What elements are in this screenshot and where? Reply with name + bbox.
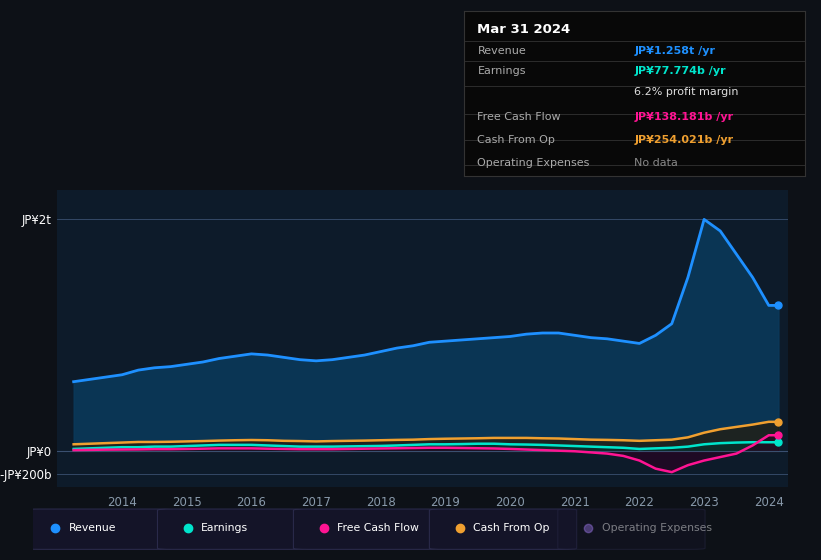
- Text: No data: No data: [635, 158, 678, 168]
- Text: 6.2% profit margin: 6.2% profit margin: [635, 87, 739, 97]
- Text: Free Cash Flow: Free Cash Flow: [478, 112, 561, 122]
- FancyBboxPatch shape: [25, 509, 172, 549]
- FancyBboxPatch shape: [429, 509, 576, 549]
- Text: Earnings: Earnings: [201, 523, 249, 533]
- Text: Cash From Op: Cash From Op: [473, 523, 550, 533]
- Text: Cash From Op: Cash From Op: [478, 135, 555, 145]
- Text: JP¥138.181b /yr: JP¥138.181b /yr: [635, 112, 733, 122]
- Text: Operating Expenses: Operating Expenses: [478, 158, 589, 168]
- Text: Operating Expenses: Operating Expenses: [602, 523, 712, 533]
- Text: JP¥254.021b /yr: JP¥254.021b /yr: [635, 135, 733, 145]
- Text: JP¥77.774b /yr: JP¥77.774b /yr: [635, 66, 726, 76]
- FancyBboxPatch shape: [158, 509, 305, 549]
- Text: Free Cash Flow: Free Cash Flow: [337, 523, 419, 533]
- FancyBboxPatch shape: [293, 509, 441, 549]
- Text: Earnings: Earnings: [478, 66, 526, 76]
- Text: JP¥1.258t /yr: JP¥1.258t /yr: [635, 46, 715, 56]
- Text: Revenue: Revenue: [69, 523, 117, 533]
- Text: Revenue: Revenue: [478, 46, 526, 56]
- FancyBboxPatch shape: [557, 509, 705, 549]
- Text: Mar 31 2024: Mar 31 2024: [478, 23, 571, 36]
